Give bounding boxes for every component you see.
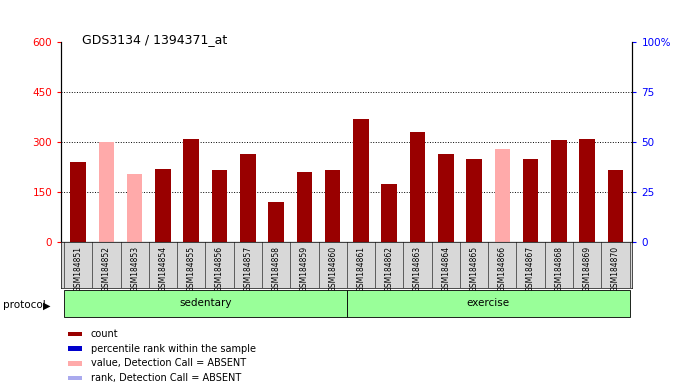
Bar bbox=[608, 170, 623, 242]
Text: GSM184853: GSM184853 bbox=[131, 246, 139, 292]
Bar bbox=[99, 142, 114, 242]
Bar bbox=[240, 154, 256, 242]
Text: count: count bbox=[90, 329, 118, 339]
Text: GSM184861: GSM184861 bbox=[356, 246, 365, 291]
Text: GSM184864: GSM184864 bbox=[441, 246, 450, 292]
Text: protocol: protocol bbox=[3, 300, 46, 310]
Text: exercise: exercise bbox=[466, 298, 510, 308]
Bar bbox=[269, 202, 284, 242]
Text: rank, Detection Call = ABSENT: rank, Detection Call = ABSENT bbox=[90, 373, 241, 383]
Bar bbox=[155, 169, 171, 242]
Text: GSM184867: GSM184867 bbox=[526, 246, 535, 292]
Bar bbox=[494, 149, 510, 242]
Bar bbox=[353, 119, 369, 242]
Text: GSM184859: GSM184859 bbox=[300, 246, 309, 292]
Bar bbox=[184, 139, 199, 242]
Bar bbox=[127, 174, 143, 242]
Bar bbox=[438, 154, 454, 242]
Bar bbox=[325, 170, 341, 242]
Text: GSM184857: GSM184857 bbox=[243, 246, 252, 292]
Bar bbox=[410, 132, 425, 242]
Text: GSM184866: GSM184866 bbox=[498, 246, 507, 292]
Text: GSM184869: GSM184869 bbox=[583, 246, 592, 292]
Bar bbox=[523, 159, 539, 242]
Bar bbox=[64, 290, 347, 317]
Text: GSM184860: GSM184860 bbox=[328, 246, 337, 292]
Text: GSM184856: GSM184856 bbox=[215, 246, 224, 292]
Text: GSM184863: GSM184863 bbox=[413, 246, 422, 292]
Bar bbox=[296, 172, 312, 242]
Text: ▶: ▶ bbox=[43, 300, 50, 310]
Bar bbox=[381, 184, 397, 242]
Text: sedentary: sedentary bbox=[179, 298, 232, 308]
Bar bbox=[211, 170, 227, 242]
Text: percentile rank within the sample: percentile rank within the sample bbox=[90, 344, 256, 354]
Text: GSM184862: GSM184862 bbox=[385, 246, 394, 291]
Text: GDS3134 / 1394371_at: GDS3134 / 1394371_at bbox=[82, 33, 227, 46]
Text: GSM184868: GSM184868 bbox=[554, 246, 563, 291]
Text: GSM184854: GSM184854 bbox=[158, 246, 167, 292]
Text: GSM184852: GSM184852 bbox=[102, 246, 111, 291]
Text: GSM184855: GSM184855 bbox=[187, 246, 196, 292]
Bar bbox=[466, 159, 482, 242]
Text: value, Detection Call = ABSENT: value, Detection Call = ABSENT bbox=[90, 358, 245, 368]
Bar bbox=[347, 290, 630, 317]
Text: GSM184851: GSM184851 bbox=[73, 246, 83, 291]
Text: GSM184865: GSM184865 bbox=[470, 246, 479, 292]
Text: GSM184870: GSM184870 bbox=[611, 246, 620, 292]
Bar bbox=[579, 139, 595, 242]
Bar bbox=[551, 141, 566, 242]
Bar bbox=[71, 162, 86, 242]
Text: GSM184858: GSM184858 bbox=[271, 246, 281, 291]
